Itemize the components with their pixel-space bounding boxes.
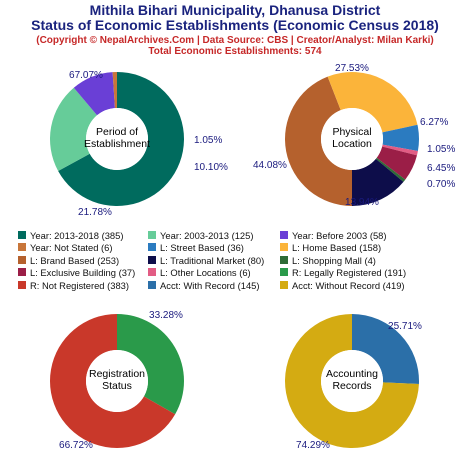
donut-slice [352, 158, 404, 206]
percent-label: 6.27% [420, 117, 448, 128]
legend-label: Year: Not Stated (6) [30, 242, 113, 254]
legend-swatch [148, 243, 156, 252]
percent-label: 67.07% [69, 70, 103, 81]
legend-swatch [148, 231, 156, 239]
legend-label: R: Legally Registered (191) [292, 267, 407, 279]
total-establishments-subtitle: Total Economic Establishments: 574 [148, 46, 322, 57]
donut-slice [375, 157, 406, 182]
legend-label: Year: 2013-2018 (385) [30, 230, 124, 241]
legend-label: Year: Before 2003 (58) [292, 230, 387, 241]
donut-hole [321, 350, 383, 412]
legend-swatch [280, 231, 288, 239]
percent-label: 66.72% [59, 440, 93, 451]
donut-center-label: Status [102, 380, 132, 392]
legend-swatch [280, 243, 288, 252]
donut-slice [285, 314, 419, 448]
donut-center-label: Records [332, 380, 371, 392]
donut-slice [352, 314, 420, 384]
percent-label: 0.70% [427, 179, 455, 190]
percent-label: 1.05% [427, 144, 455, 155]
legend-label: L: Brand Based (253) [30, 254, 120, 266]
donut-center-label: Location [332, 138, 372, 150]
donut-slice [327, 71, 418, 133]
donut-slice [49, 314, 176, 448]
donut-slice [382, 124, 420, 152]
percent-label: 13.94% [345, 197, 379, 208]
donut-slice [58, 72, 184, 206]
legend-label: R: Not Registered (383) [30, 279, 130, 291]
legend-label: L: Traditional Market (80) [160, 254, 265, 266]
donut-slice [285, 76, 352, 206]
legend-label: L: Other Locations (6) [160, 267, 251, 279]
donut-center-label: Period of [96, 126, 138, 138]
donut-center-label: Registration [89, 368, 145, 380]
donut-slice [382, 144, 418, 156]
donut-slice [376, 146, 417, 180]
legend-swatch [148, 280, 156, 289]
donut-hole [86, 108, 148, 170]
donut-slice [112, 72, 117, 109]
percent-label: 25.71% [388, 321, 422, 332]
legend-swatch [18, 255, 26, 264]
legend-swatch [18, 268, 26, 277]
donut-center-label: Establishment [84, 138, 150, 150]
donut-slice [73, 72, 115, 116]
percent-label: 21.78% [78, 207, 112, 218]
percent-label: 33.28% [149, 310, 183, 321]
donut-center-label: Accounting [326, 368, 378, 380]
legend-label: Acct: With Record (145) [160, 279, 260, 291]
percent-label: 74.29% [296, 440, 330, 451]
donut-slice [50, 87, 98, 172]
legend-label: L: Exclusive Building (37) [30, 267, 136, 279]
legend-swatch [280, 268, 288, 277]
percent-label: 1.05% [194, 135, 222, 146]
percent-label: 10.10% [194, 162, 228, 173]
legend-label: Year: 2003-2013 (125) [160, 230, 254, 241]
legend-label: L: Street Based (36) [160, 242, 244, 254]
legend-swatch [280, 280, 288, 289]
legend-swatch [148, 255, 156, 264]
chart-title-line2: Status of Economic Establishments (Econo… [31, 17, 439, 33]
chart-title-line1: Mithila Bihari Municipality, Dhanusa Dis… [89, 2, 381, 18]
donut-slice [117, 314, 184, 415]
legend-label: L: Home Based (158) [292, 242, 382, 254]
percent-label: 27.53% [335, 63, 369, 74]
legend-swatch [280, 255, 288, 264]
legend-swatch [18, 243, 26, 252]
copyright-subtitle: (Copyright © NepalArchives.Com | Data So… [36, 35, 434, 46]
legend-swatch [18, 231, 26, 239]
donut-hole [86, 350, 148, 412]
legend-label: L: Shopping Mall (4) [292, 254, 376, 266]
legend-swatch [148, 268, 156, 277]
legend-swatch [18, 280, 26, 289]
donut-hole [321, 108, 383, 170]
legend-label: Acct: Without Record (419) [292, 279, 405, 291]
donut-center-label: Physical [332, 126, 371, 138]
percent-label: 6.45% [427, 163, 455, 174]
percent-label: 44.08% [253, 160, 287, 171]
